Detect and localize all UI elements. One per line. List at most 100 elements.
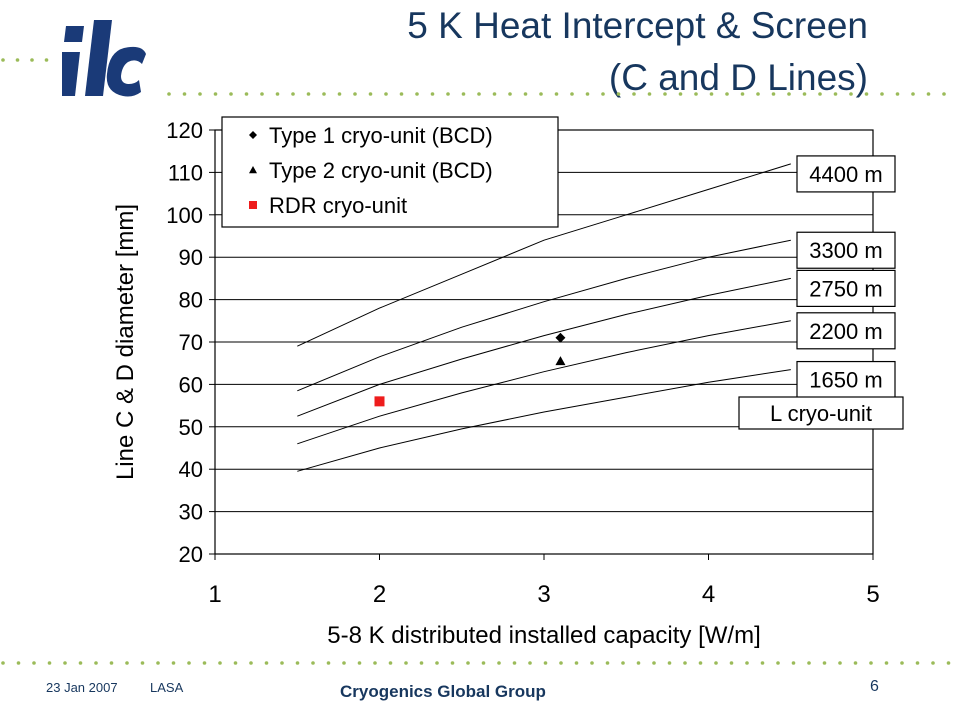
decorative-dot [384, 92, 388, 96]
legend-label: RDR cryo-unit [269, 193, 407, 218]
decorative-dot [528, 661, 532, 665]
decorative-dot [694, 92, 698, 96]
footer-org: LASA [150, 680, 184, 695]
legend [221, 116, 559, 228]
decorative-dot [663, 92, 667, 96]
decorative-dot [109, 661, 114, 665]
decorative-dot [822, 661, 827, 665]
decorative-dot [291, 92, 295, 96]
decorative-dot [838, 661, 842, 665]
decorative-dot [683, 661, 687, 665]
decorative-dot [16, 661, 21, 665]
decorative-dot [559, 661, 563, 665]
decorative-dot [869, 661, 873, 665]
series-label-frame [796, 269, 896, 307]
decorative-dot [771, 92, 776, 96]
data-point-diamond [249, 131, 257, 139]
decorative-dot [477, 92, 481, 96]
decorative-dot [926, 92, 931, 96]
decorative-dot [776, 661, 780, 665]
decorative-dot [187, 661, 191, 665]
y-tick-label: 60 [179, 372, 203, 397]
decorative-dot [481, 661, 486, 665]
decorative-dot [404, 661, 408, 665]
decorative-dot [430, 92, 435, 96]
decorative-dot [621, 661, 625, 665]
decorative-dot [946, 661, 951, 665]
title-line-1: 5 K Heat Intercept & Screen [407, 5, 868, 46]
decorative-dot [275, 92, 280, 96]
decorative-dot [492, 92, 497, 96]
decorative-dot [543, 661, 548, 665]
y-tick-label: 40 [179, 457, 203, 482]
y-tick-label: 20 [179, 542, 203, 567]
decorative-dot [745, 661, 749, 665]
series-label: 1650 m [809, 368, 882, 393]
decorative-dot [1, 58, 5, 62]
decorative-dots-top [167, 92, 946, 96]
decorative-dot [807, 661, 811, 665]
title-line-2: (C and D Lines) [608, 57, 868, 98]
decorative-dot [280, 661, 284, 665]
ilc-logo [62, 20, 146, 97]
decorative-dot [895, 92, 900, 96]
decorative-dot [590, 661, 594, 665]
decorative-dot [554, 92, 559, 96]
decorative-dot [419, 661, 424, 665]
decorative-dot [601, 92, 605, 96]
decorative-dot [202, 661, 207, 665]
y-tick-label: 90 [179, 245, 203, 270]
decorative-dot [295, 661, 300, 665]
decorative-dot [357, 661, 362, 665]
decorative-dot [322, 92, 326, 96]
decorative-dot [818, 92, 822, 96]
series-label: 2750 m [809, 276, 882, 301]
decorative-dot [911, 92, 915, 96]
series-label: 4400 m [809, 162, 882, 187]
decorative-dot [833, 92, 838, 96]
decorative-dot [756, 92, 760, 96]
legend-entry: RDR cryo-unit [249, 193, 407, 218]
series-label-frame [796, 231, 896, 269]
x-tick-label: 1 [208, 581, 221, 608]
decorative-dot [140, 661, 145, 665]
decorative-dot [198, 92, 202, 96]
decorative-dot [760, 661, 765, 665]
data-point-triangle [249, 166, 257, 174]
series-label: 3300 m [809, 238, 882, 263]
decorative-dot [864, 92, 869, 96]
series-label-box: 2200 m [796, 312, 896, 350]
y-axis-label: Line C & D diameter [mm] [112, 204, 139, 480]
x-tick-label: 2 [373, 581, 386, 608]
decorative-dot [725, 92, 729, 96]
decorative-dot [342, 661, 346, 665]
series-line [297, 277, 791, 417]
decorative-dot [337, 92, 342, 96]
decorative-dot [446, 92, 450, 96]
decorative-dot [884, 661, 889, 665]
decorative-dot [900, 661, 904, 665]
decorative-dot [1, 661, 5, 665]
decorative-dot [229, 92, 233, 96]
data-point-triangle [555, 356, 566, 366]
decorative-dot [450, 661, 455, 665]
decorative-dot [30, 58, 34, 62]
series-label-frame [796, 155, 896, 193]
decorative-dot [399, 92, 404, 96]
decorative-dot [213, 92, 218, 96]
data-point-diamond [555, 332, 566, 343]
decorative-dot [125, 661, 129, 665]
series-line [297, 239, 791, 392]
decorative-dot [570, 92, 574, 96]
data-point-square [374, 396, 385, 407]
decorative-dot [667, 661, 672, 665]
decorative-dot [849, 92, 853, 96]
decorative-dot [740, 92, 745, 96]
decorative-dot [574, 661, 579, 665]
decorative-dot [326, 661, 331, 665]
decorative-dot [931, 661, 935, 665]
decorative-dot [435, 661, 439, 665]
decorative-dot [78, 661, 83, 665]
decorative-dot [264, 661, 269, 665]
